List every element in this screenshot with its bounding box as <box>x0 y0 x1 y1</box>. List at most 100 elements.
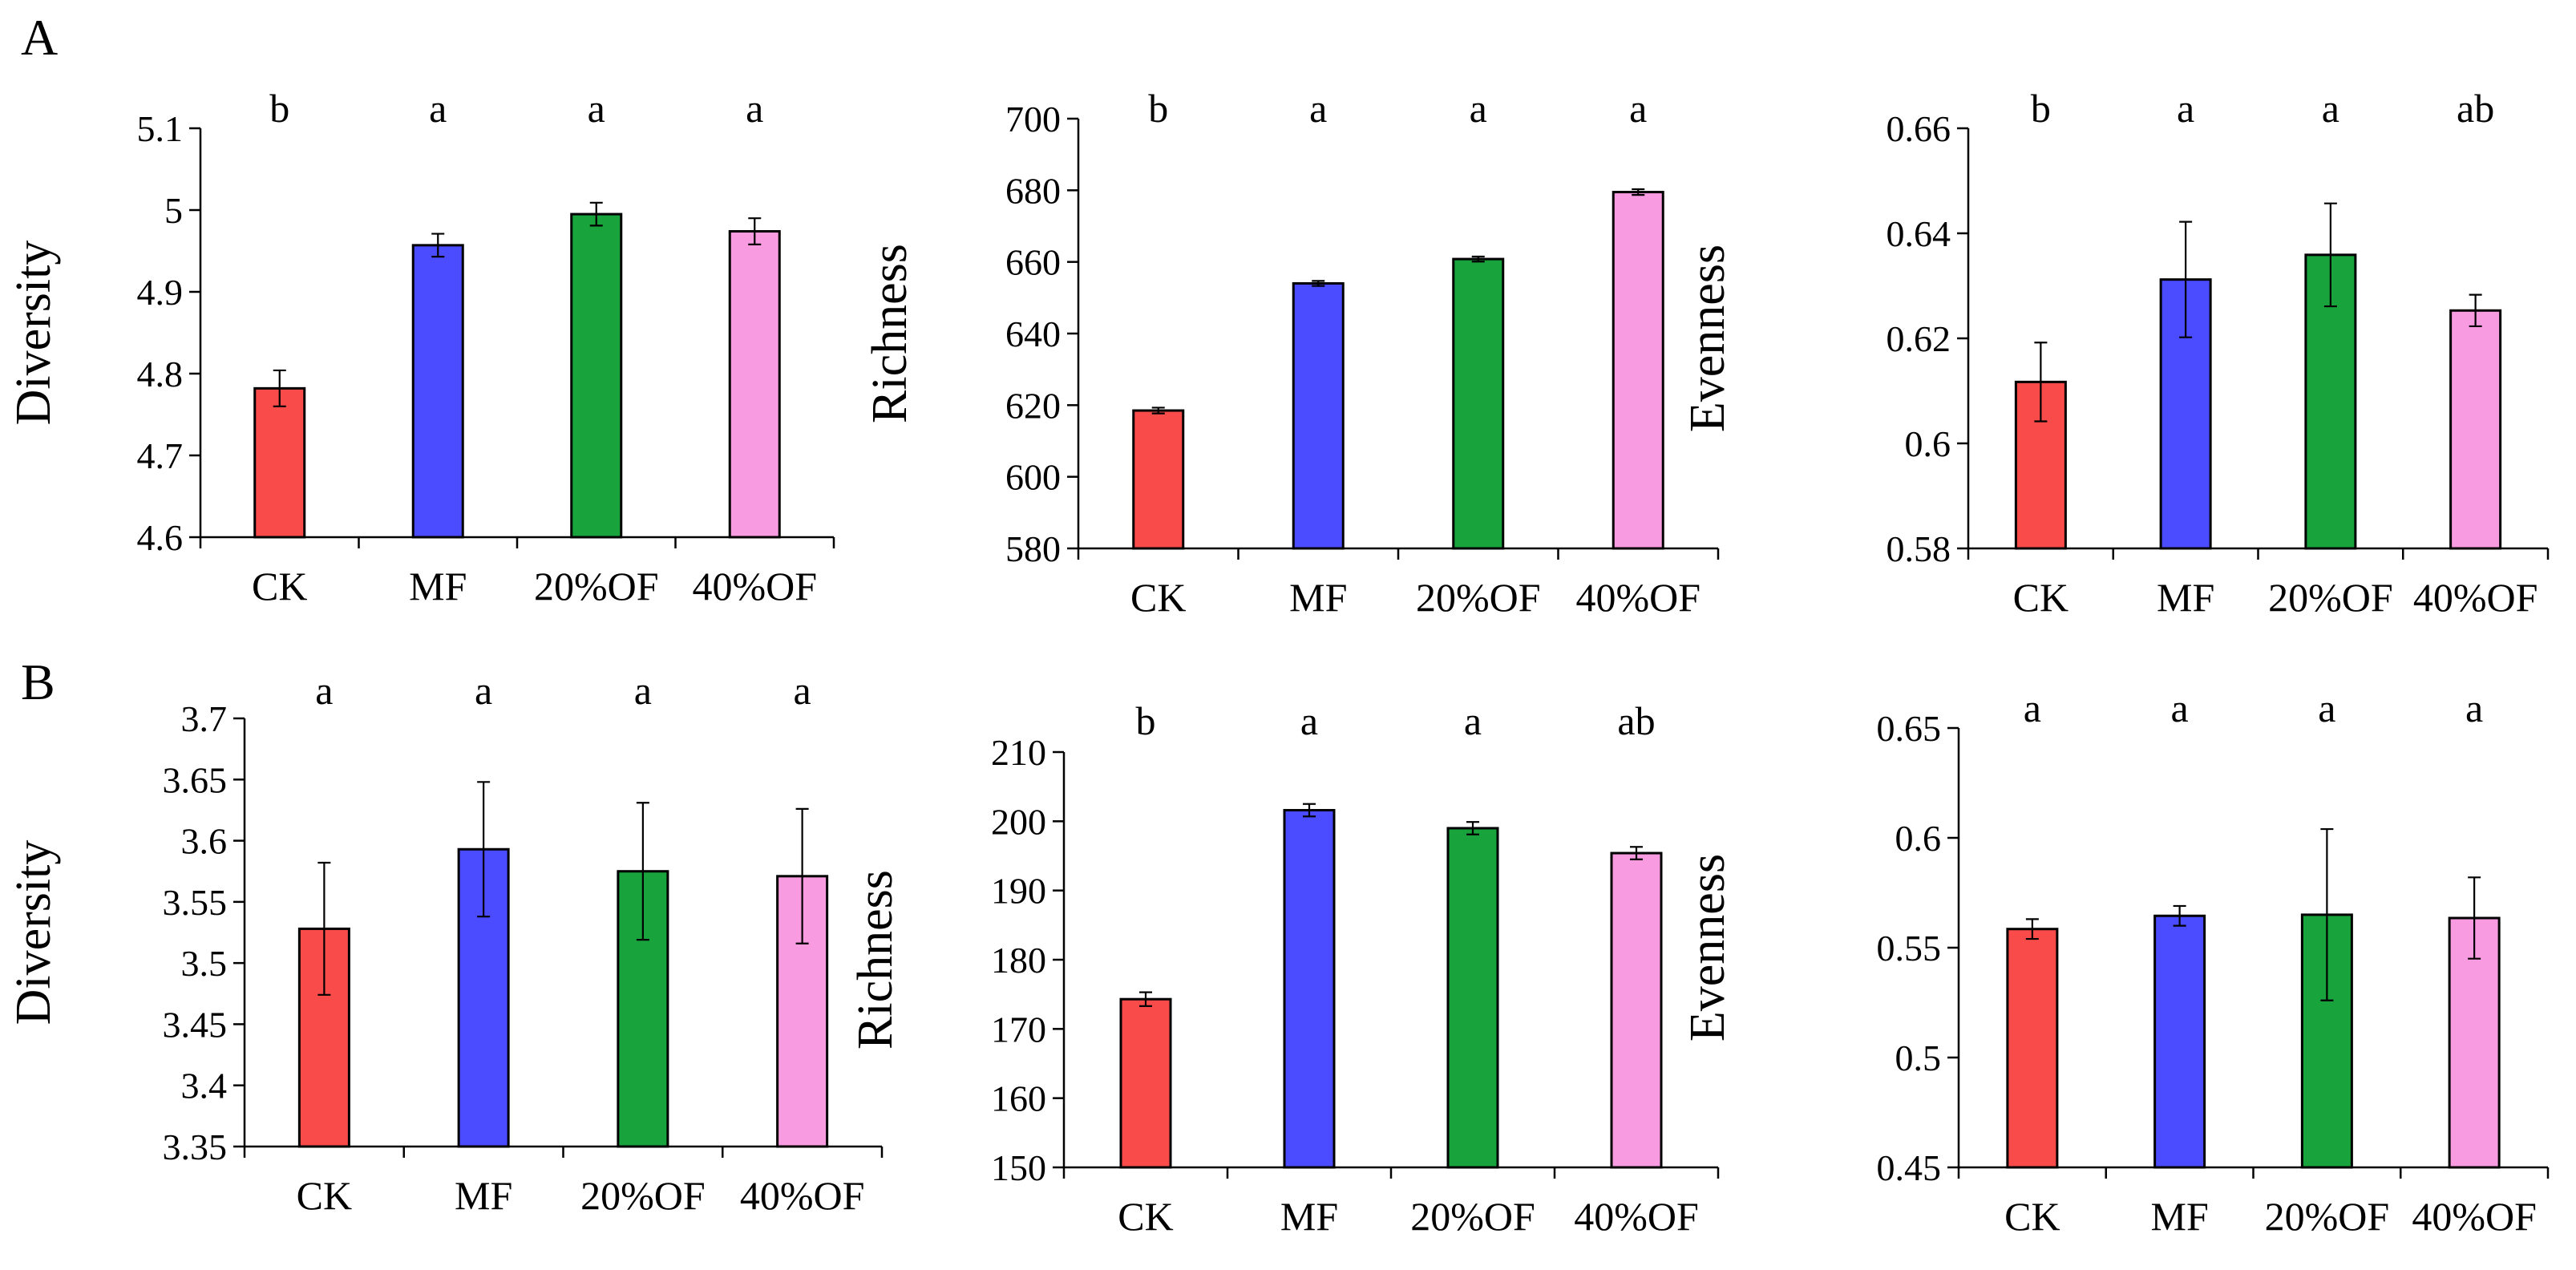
bar-40pctof <box>776 875 829 1148</box>
significance-letter: a <box>2177 86 2194 131</box>
y-tick-label: 0.6 <box>1895 818 1942 859</box>
x-category-label: 40%OF <box>692 564 817 609</box>
chart-2: 580 600 620 640 660 680 700 Richness CK b MF a 20%OF… <box>863 86 1720 620</box>
y-tick-label: 150 <box>991 1147 1046 1188</box>
y-tick-label: 0.5 <box>1895 1037 1942 1078</box>
y-tick-label: 160 <box>991 1078 1046 1119</box>
x-category-label: 20%OF <box>1416 575 1541 620</box>
y-tick-label: 0.55 <box>1877 928 1942 969</box>
significance-letter: ab <box>2457 86 2494 131</box>
y-tick-label: 3.7 <box>181 698 228 739</box>
y-tick-label: 3.5 <box>181 943 228 984</box>
x-category-label: MF <box>2157 575 2214 620</box>
bar-mf <box>1292 281 1345 550</box>
y-tick-label: 700 <box>1005 99 1061 140</box>
significance-letter: a <box>1629 86 1647 131</box>
y-tick-label: 3.45 <box>163 1004 228 1045</box>
x-category-label: MF <box>409 564 467 609</box>
y-tick-label: 4.7 <box>137 435 184 476</box>
y-tick-label: 0.64 <box>1887 213 1951 254</box>
significance-letter: a <box>2171 686 2189 730</box>
bar-mf <box>1283 809 1336 1169</box>
significance-letter: a <box>2322 86 2339 131</box>
x-category-label: MF <box>2150 1194 2208 1239</box>
x-category-label: 40%OF <box>1575 575 1700 620</box>
y-tick-label: 600 <box>1005 457 1061 498</box>
y-tick-label: 0.45 <box>1877 1147 1942 1188</box>
x-category-label: CK <box>297 1173 352 1218</box>
x-category-label: 40%OF <box>1574 1194 1699 1239</box>
significance-letter: b <box>2031 86 2051 131</box>
x-category-label: MF <box>1280 1194 1338 1239</box>
bar-20pctof <box>1452 257 1505 550</box>
significance-letter: b <box>1148 86 1168 131</box>
y-tick-label: 4.9 <box>137 272 184 313</box>
y-tick-label: 0.58 <box>1887 528 1951 569</box>
bar-ck <box>2006 928 2059 1169</box>
chart-5: 150 160 170 180 190 200 210 Richness CK b MF a 20%OF… <box>848 698 1720 1239</box>
x-category-label: CK <box>2013 575 2068 620</box>
significance-letter: a <box>794 668 811 713</box>
significance-letter: a <box>1470 86 1487 131</box>
significance-letter: b <box>269 86 289 131</box>
significance-letter: ab <box>1617 698 1655 743</box>
charts-group: 4.6 4.7 4.8 4.9 5 5.1 Diversity CK b MF a 20%OF a 40%… <box>6 86 2550 1239</box>
chart-4: 3.35 3.4 3.45 3.5 3.55 3.6 3.65 3.7 Diversity CK a… <box>6 668 884 1218</box>
bar-ck <box>1132 409 1185 550</box>
bar-mf <box>2153 914 2206 1169</box>
y-tick-label: 3.65 <box>163 759 228 800</box>
x-category-label: CK <box>252 564 307 609</box>
significance-letter: a <box>2024 686 2041 730</box>
significance-letter: a <box>1309 86 1327 131</box>
y-tick-label: 5 <box>164 190 183 231</box>
y-tick-label: 3.6 <box>181 821 228 862</box>
bar-40pctof <box>2449 309 2502 550</box>
x-category-label: CK <box>1130 575 1186 620</box>
significance-letter: a <box>2318 686 2335 730</box>
bar-20pctof <box>570 212 623 539</box>
significance-letter: b <box>1136 698 1156 743</box>
significance-letter: a <box>588 86 605 131</box>
y-tick-label: 210 <box>991 732 1046 773</box>
y-tick-label: 190 <box>991 871 1046 912</box>
x-category-label: MF <box>455 1173 512 1218</box>
bar-40pctof <box>728 230 781 539</box>
significance-letter: a <box>2465 686 2483 730</box>
y-tick-label: 3.4 <box>181 1066 228 1106</box>
x-category-label: 20%OF <box>2268 575 2393 620</box>
y-tick-label: 580 <box>1005 528 1061 569</box>
y-tick-label: 170 <box>991 1009 1046 1050</box>
significance-letter: a <box>1464 698 1482 743</box>
panel-label-a: A <box>21 9 58 66</box>
y-tick-label: 680 <box>1005 170 1061 211</box>
x-category-label: 20%OF <box>2265 1194 2390 1239</box>
bar-mf <box>411 244 464 539</box>
y-axis-title: Diversity <box>6 840 61 1025</box>
y-tick-label: 5.1 <box>137 108 184 149</box>
y-tick-label: 620 <box>1005 385 1061 426</box>
bar-40pctof <box>1610 851 1663 1169</box>
significance-letter: a <box>746 86 763 131</box>
y-axis-title: Evenness <box>1680 854 1735 1041</box>
y-tick-label: 0.65 <box>1877 708 1942 749</box>
x-category-label: 40%OF <box>740 1173 865 1218</box>
y-tick-label: 3.55 <box>163 882 228 923</box>
x-category-label: MF <box>1289 575 1347 620</box>
y-tick-label: 640 <box>1005 313 1061 354</box>
x-category-label: CK <box>1118 1194 1173 1239</box>
x-category-label: 40%OF <box>2412 1194 2537 1239</box>
significance-letter: a <box>1300 698 1318 743</box>
y-tick-label: 180 <box>991 940 1046 981</box>
significance-letter: a <box>315 668 333 713</box>
x-category-label: CK <box>2004 1194 2060 1239</box>
y-tick-label: 200 <box>991 801 1046 842</box>
x-category-label: 20%OF <box>580 1173 706 1218</box>
significance-letter: a <box>475 668 492 713</box>
bar-ck <box>1119 997 1172 1169</box>
bar-40pctof <box>1612 191 1664 550</box>
y-tick-label: 0.66 <box>1887 108 1951 149</box>
x-category-label: 20%OF <box>1410 1194 1535 1239</box>
chart-1: 4.6 4.7 4.8 4.9 5 5.1 Diversity CK b MF a 20%OF a 40%… <box>6 86 835 609</box>
bar-ck <box>253 386 306 539</box>
y-tick-label: 0.62 <box>1887 318 1951 359</box>
